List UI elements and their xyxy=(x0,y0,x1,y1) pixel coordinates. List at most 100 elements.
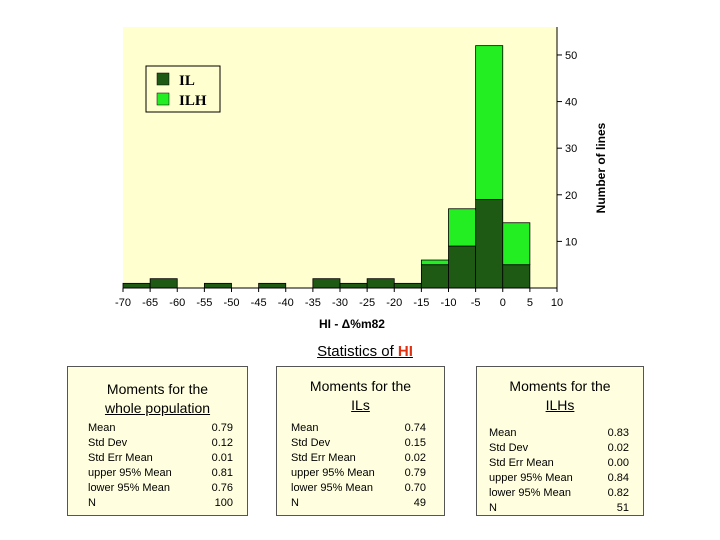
stats-row-label: upper 95% Mean xyxy=(489,472,573,484)
stats-box-heading-line2: whole population xyxy=(104,400,211,416)
stats-row: Std Dev 0.02 xyxy=(489,441,629,456)
stats-row-value: 100 xyxy=(214,497,233,509)
stats-row: lower 95% Mean 0.70 xyxy=(291,481,426,496)
y-axis-label: Number of lines xyxy=(594,122,608,213)
bar-il--10 xyxy=(448,245,477,289)
stats-row-value: 51 xyxy=(616,502,629,514)
stats-row-value: 0.74 xyxy=(404,422,426,434)
legend-label-ilh: ILH xyxy=(179,93,207,109)
bar-il--35 xyxy=(312,278,341,289)
stats-row-label: Mean xyxy=(489,427,517,439)
stats-row: upper 95% Mean 0.79 xyxy=(291,466,426,481)
stats-row-value: 0.70 xyxy=(404,482,426,494)
x-tick-label: 5 xyxy=(527,297,533,309)
stats-row-value: 0.83 xyxy=(607,427,629,439)
stats-row-label: N xyxy=(489,502,497,514)
stats-row-value: 0.12 xyxy=(211,437,233,449)
bar-ilh-0 xyxy=(502,222,531,266)
x-tick-label: -10 xyxy=(441,297,457,309)
stats-box-heading: Moments for the ILHs xyxy=(477,377,643,415)
stats-row-label: N xyxy=(291,497,299,509)
stats-row-label: lower 95% Mean xyxy=(489,487,571,499)
x-tick-label: -35 xyxy=(305,297,321,309)
y-tick-label: 20 xyxy=(565,190,577,202)
stats-row-label: Std Dev xyxy=(291,437,331,449)
x-tick-label: -30 xyxy=(332,297,348,309)
x-axis-label: HI - Δ%m82 xyxy=(319,317,385,331)
stats-row: lower 95% Mean 0.76 xyxy=(88,481,233,496)
bar-il--55 xyxy=(203,282,232,289)
y-ticks-group: 10 20 30 40 50 xyxy=(557,50,577,248)
x-tick-label: -25 xyxy=(359,297,375,309)
x-tick-label: -50 xyxy=(224,297,240,309)
stats-row-label: Std Err Mean xyxy=(291,452,356,464)
bar-il--45 xyxy=(258,282,287,289)
stats-box-heading-line2: ILs xyxy=(351,397,370,413)
x-tick-label: -65 xyxy=(142,297,158,309)
stats-title: Statistics of HI xyxy=(0,343,720,360)
stats-row: lower 95% Mean 0.82 xyxy=(489,486,629,501)
y-tick-label: 10 xyxy=(565,236,577,248)
x-tick-label: -55 xyxy=(196,297,212,309)
x-tick-label: -70 xyxy=(115,297,131,309)
stats-row-label: Mean xyxy=(88,422,116,434)
bar-il-0 xyxy=(502,264,531,289)
x-tick-label: 0 xyxy=(500,297,506,309)
stats-row-label: upper 95% Mean xyxy=(88,467,172,479)
bar-ilh--15 xyxy=(420,259,449,266)
stats-row-value: 0.84 xyxy=(607,472,629,484)
stats-row-value: 0.76 xyxy=(211,482,233,494)
stats-box-heading-line1: Moments for the xyxy=(309,378,412,394)
x-tick-label: -5 xyxy=(471,297,481,309)
stats-rows: Mean 0.79 Std Dev 0.12 Std Err Mean 0.01 upper… xyxy=(88,421,233,511)
stats-row: Std Err Mean 0.01 xyxy=(88,451,233,466)
stats-row: Std Dev 0.15 xyxy=(291,436,426,451)
legend-label-il: IL xyxy=(179,73,195,89)
bar-il--15 xyxy=(420,264,449,289)
x-ticks-group: -70 -65 -60 -55 -50 -45 -40 -35 -30 -25 -20 -15 -10-… xyxy=(115,288,563,309)
stats-rows: Mean 0.83 Std Dev 0.02 Std Err Mean 0.00 upper… xyxy=(489,426,629,516)
legend: IL ILH xyxy=(145,65,221,113)
bar-ilh--5 xyxy=(475,45,504,200)
stats-row-value: 0.02 xyxy=(404,452,426,464)
stats-row-value: 49 xyxy=(413,497,426,509)
x-tick-label: 10 xyxy=(551,297,563,309)
stats-row: N 100 xyxy=(88,496,233,511)
bar-il--65 xyxy=(149,278,178,289)
stats-row: upper 95% Mean 0.84 xyxy=(489,471,629,486)
stats-row: Mean 0.74 xyxy=(291,421,426,436)
stats-box-heading-line1: Moments for the xyxy=(509,378,611,394)
stats-row-label: N xyxy=(88,497,96,509)
x-tick-label: -60 xyxy=(169,297,185,309)
stats-box-whole: Moments for the whole population Mean 0.7… xyxy=(67,366,248,516)
stats-box-heading-line2: ILHs xyxy=(545,397,575,413)
stats-row: N 51 xyxy=(489,501,629,516)
y-tick-label: 30 xyxy=(565,143,577,155)
stats-row-label: upper 95% Mean xyxy=(291,467,375,479)
stats-title-prefix: Statistics of xyxy=(317,343,398,360)
stats-row-value: 0.81 xyxy=(211,467,233,479)
y-tick-label: 50 xyxy=(565,50,577,62)
stats-title-highlight: HI xyxy=(397,343,413,360)
stats-row-label: Std Err Mean xyxy=(489,457,554,469)
stats-row-label: Std Dev xyxy=(88,437,128,449)
bar-il--70 xyxy=(122,282,151,289)
stats-row-value: 0.79 xyxy=(404,467,426,479)
stats-row: Std Dev 0.12 xyxy=(88,436,233,451)
stats-row: Mean 0.83 xyxy=(489,426,629,441)
stats-row-value: 0.82 xyxy=(607,487,629,499)
legend-swatch-ilh xyxy=(156,92,170,106)
x-tick-label: -20 xyxy=(386,297,402,309)
stats-row: N 49 xyxy=(291,496,426,511)
stats-row-value: 0.01 xyxy=(211,452,233,464)
stats-row: upper 95% Mean 0.81 xyxy=(88,466,233,481)
stats-rows: Mean 0.74 Std Dev 0.15 Std Err Mean 0.02 upper… xyxy=(291,421,426,511)
bar-il--20 xyxy=(393,282,422,289)
bar-il--30 xyxy=(339,282,368,289)
stats-row: Std Err Mean 0.02 xyxy=(291,451,426,466)
x-tick-label: -40 xyxy=(278,297,294,309)
x-tick-label: -15 xyxy=(413,297,429,309)
x-tick-label: -45 xyxy=(251,297,267,309)
stats-row-value: 0.00 xyxy=(607,457,629,469)
stats-row-label: Mean xyxy=(291,422,319,434)
